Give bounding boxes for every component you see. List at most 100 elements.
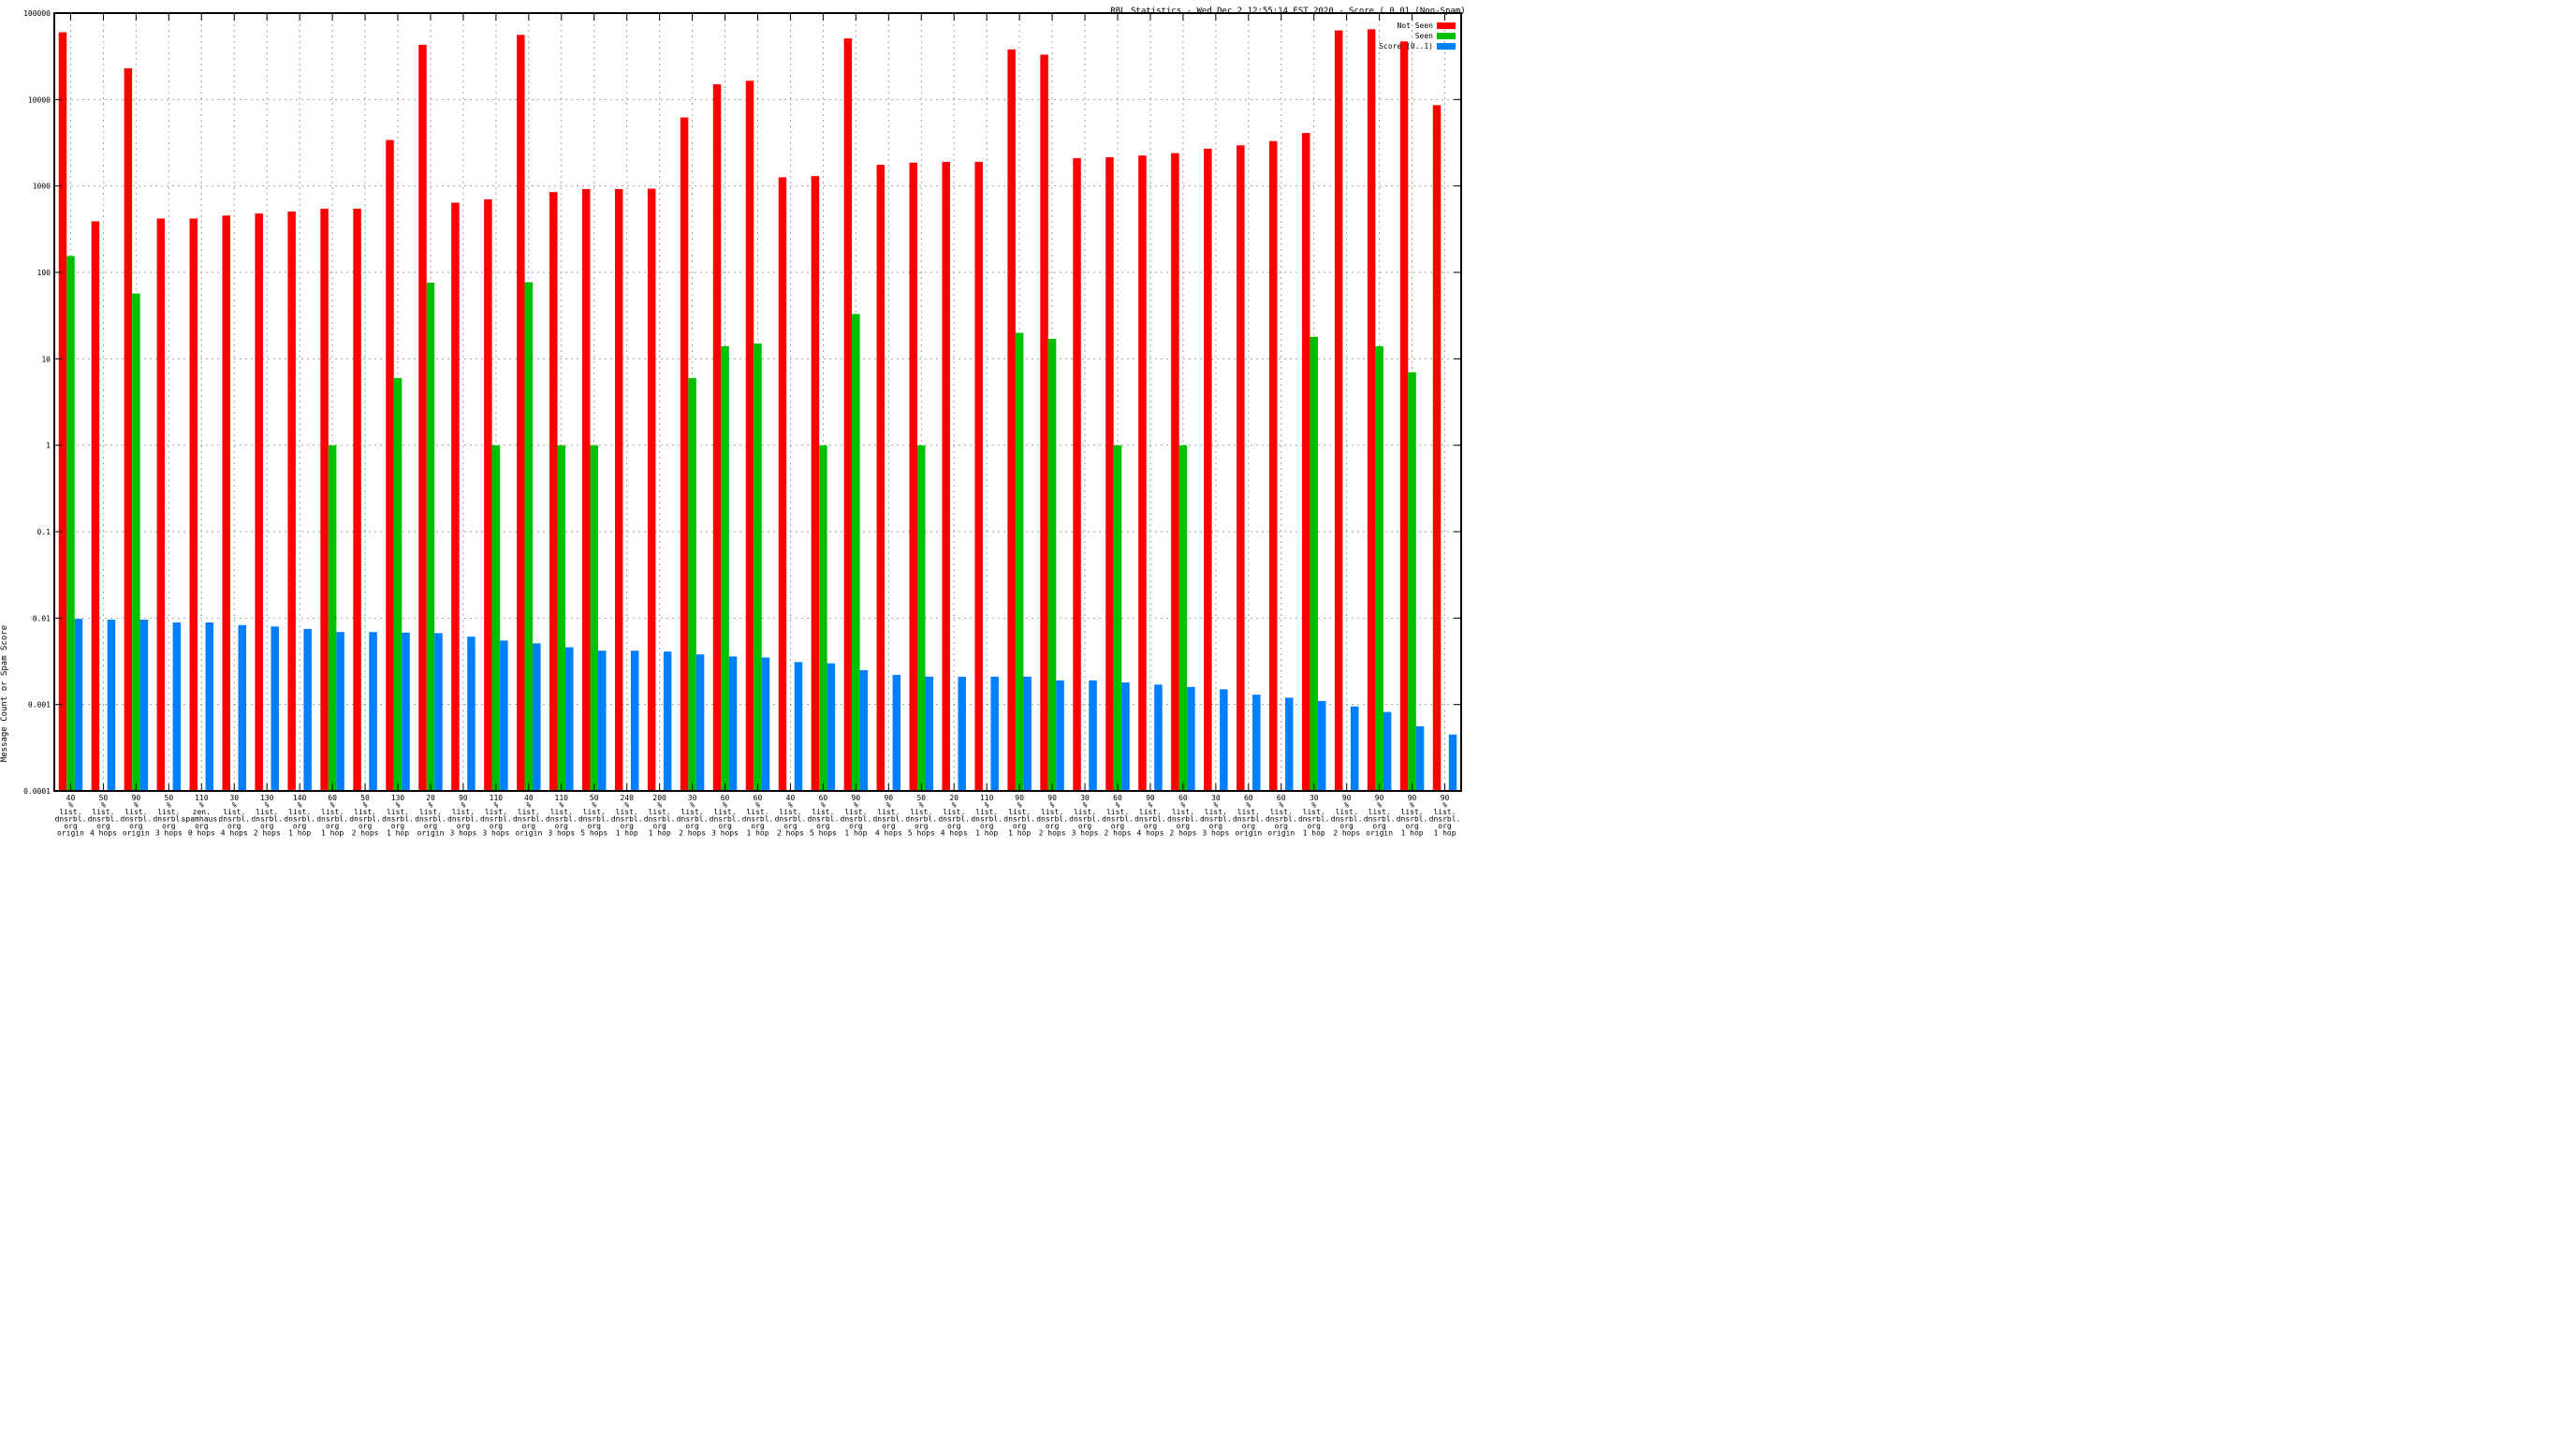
- bar-score-0-1: [1220, 689, 1228, 791]
- x-tick-label-line: %: [952, 801, 957, 810]
- x-tick-label-line: dnsrbl.: [905, 815, 937, 824]
- bar-not-seen: [353, 209, 361, 792]
- x-tick-label-line: dnsrbl.: [775, 815, 807, 824]
- x-tick-label-line: 110: [490, 794, 504, 802]
- bar-seen: [819, 445, 827, 791]
- bar-score-0-1: [1415, 725, 1425, 791]
- bar-score-0-1: [1448, 734, 1457, 791]
- x-tick-label: 20% list. dnsrbl. org origin: [415, 794, 446, 838]
- x-tick-label-line: dnsrbl.: [1429, 815, 1461, 824]
- x-tick-label-line: org: [947, 822, 961, 830]
- x-tick-label-line: list.: [1303, 808, 1325, 816]
- x-tick-label-line: list.: [812, 808, 834, 816]
- x-tick-label-line: list.: [1433, 808, 1456, 816]
- x-tick-label-line: dnsrbl.: [513, 815, 545, 824]
- x-tick-label-line: spamhaus.: [182, 815, 222, 824]
- bar-score-0-1: [336, 632, 344, 791]
- x-tick-label: 30% list. dnsrbl. org 1 hop: [1298, 794, 1330, 838]
- x-tick-label-line: 90: [852, 794, 861, 802]
- x-tick-label-line: org: [424, 822, 438, 830]
- x-tick-label-line: %: [821, 801, 826, 810]
- x-tick-label-line: %: [1442, 801, 1447, 810]
- x-tick-label-line: 30: [1080, 794, 1090, 802]
- x-tick-label-line: org: [555, 822, 569, 830]
- bar-seen: [524, 282, 534, 791]
- bar-not-seen: [974, 161, 983, 792]
- x-tick-label-line: 20: [949, 794, 959, 802]
- y-tick-label: 0.01: [33, 614, 51, 622]
- x-tick-label-line: list.: [616, 808, 638, 816]
- x-tick-label: 90% list. dnsrbl. org 3 hops: [447, 794, 479, 838]
- x-tick-label-line: 3 hops: [1202, 829, 1229, 838]
- x-tick-label-line: list.: [1270, 808, 1293, 816]
- x-tick-label-line: 4 hops: [1136, 829, 1164, 838]
- x-tick-label-line: 90: [1015, 794, 1024, 802]
- x-tick-label-line: org: [1144, 822, 1158, 830]
- x-tick-label-line: origin: [57, 829, 84, 838]
- x-tick-label: 90% list. dnsrbl. org origin: [1364, 794, 1396, 838]
- bar-score-0-1: [139, 619, 149, 791]
- bar-not-seen: [778, 177, 787, 792]
- bar-score-0-1: [434, 633, 443, 791]
- x-tick-label-line: 2 hops: [254, 829, 281, 838]
- x-tick-label-line: dnsrbl.: [1298, 815, 1330, 824]
- bar-seen: [917, 445, 926, 791]
- x-tick-label-line: 60: [1113, 794, 1122, 802]
- x-tick-label-line: 3 hops: [1072, 829, 1099, 838]
- x-tick-label-line: list.: [1368, 808, 1391, 816]
- x-tick-label: 40% list. dnsrbl. org origin: [513, 794, 545, 838]
- x-tick-label-line: list.: [288, 808, 311, 816]
- bar-not-seen: [745, 80, 754, 791]
- x-tick-label-line: 3 hops: [482, 829, 509, 838]
- x-tick-label: 60% list. dnsrbl. org 2 hops: [1102, 794, 1134, 838]
- bar-not-seen: [909, 162, 918, 792]
- x-tick-label-line: 60: [754, 794, 763, 802]
- x-tick-label-line: 2 hops: [679, 829, 706, 838]
- x-tick-label-line: list.: [649, 808, 671, 816]
- x-tick-label-line: list.: [387, 808, 409, 816]
- bar-score-0-1: [1252, 695, 1261, 791]
- x-tick-label-line: %: [723, 801, 727, 810]
- y-tick-label: 1: [46, 442, 51, 450]
- x-tick-label-line: 1 hop: [1303, 829, 1325, 838]
- x-tick-label-line: %: [493, 801, 498, 810]
- y-tick-label: 1000: [33, 183, 51, 191]
- x-tick-label-line: %: [559, 801, 564, 810]
- x-tick-label-line: 1 hop: [321, 829, 344, 838]
- x-tick-label-line: 4 hops: [90, 829, 117, 838]
- legend-label: Not Seen: [1397, 22, 1433, 30]
- bar-seen: [721, 345, 729, 791]
- x-tick-label-line: org: [1242, 822, 1256, 830]
- bar-not-seen: [1301, 133, 1310, 791]
- x-tick-label: 60% list. dnsrbl. org 1 hop: [316, 794, 348, 838]
- x-tick-label-line: origin: [515, 829, 542, 838]
- bar-score-0-1: [1089, 680, 1097, 791]
- bar-not-seen: [811, 176, 820, 792]
- y-tick-label: 0.0001: [23, 787, 51, 796]
- x-tick-label-line: 60: [1244, 794, 1253, 802]
- bar-not-seen: [1334, 30, 1343, 791]
- x-tick-label: 90% list. dnsrbl. org origin: [121, 794, 153, 838]
- x-tick-label: 30% list. dnsrbl. org 3 hops: [1200, 794, 1232, 838]
- bar-score-0-1: [1187, 686, 1195, 791]
- x-tick-label-line: list.: [124, 808, 147, 816]
- x-tick-label: 140% list. dnsrbl. org 1 hop: [284, 794, 315, 838]
- x-tick-label-line: dnsrbl.: [1134, 815, 1166, 824]
- bar-seen: [328, 445, 337, 791]
- legend-swatch: [1437, 33, 1456, 39]
- x-tick-label-line: %: [396, 801, 401, 810]
- x-tick-label-line: %: [1213, 801, 1218, 810]
- x-tick-label-line: org: [1209, 822, 1223, 830]
- x-tick-label-line: %: [1017, 801, 1022, 810]
- x-tick-label-line: %: [1050, 801, 1055, 810]
- x-tick-label-line: dnsrbl.: [710, 815, 741, 824]
- x-tick-label-line: 90: [1375, 794, 1384, 802]
- bar-not-seen: [320, 209, 329, 792]
- x-tick-label-line: 2 hops: [1333, 829, 1360, 838]
- bar-seen: [590, 445, 598, 791]
- bar-score-0-1: [238, 624, 246, 791]
- x-tick-label-line: 90: [1441, 794, 1450, 802]
- bar-score-0-1: [794, 662, 803, 791]
- bar-seen: [1408, 372, 1416, 791]
